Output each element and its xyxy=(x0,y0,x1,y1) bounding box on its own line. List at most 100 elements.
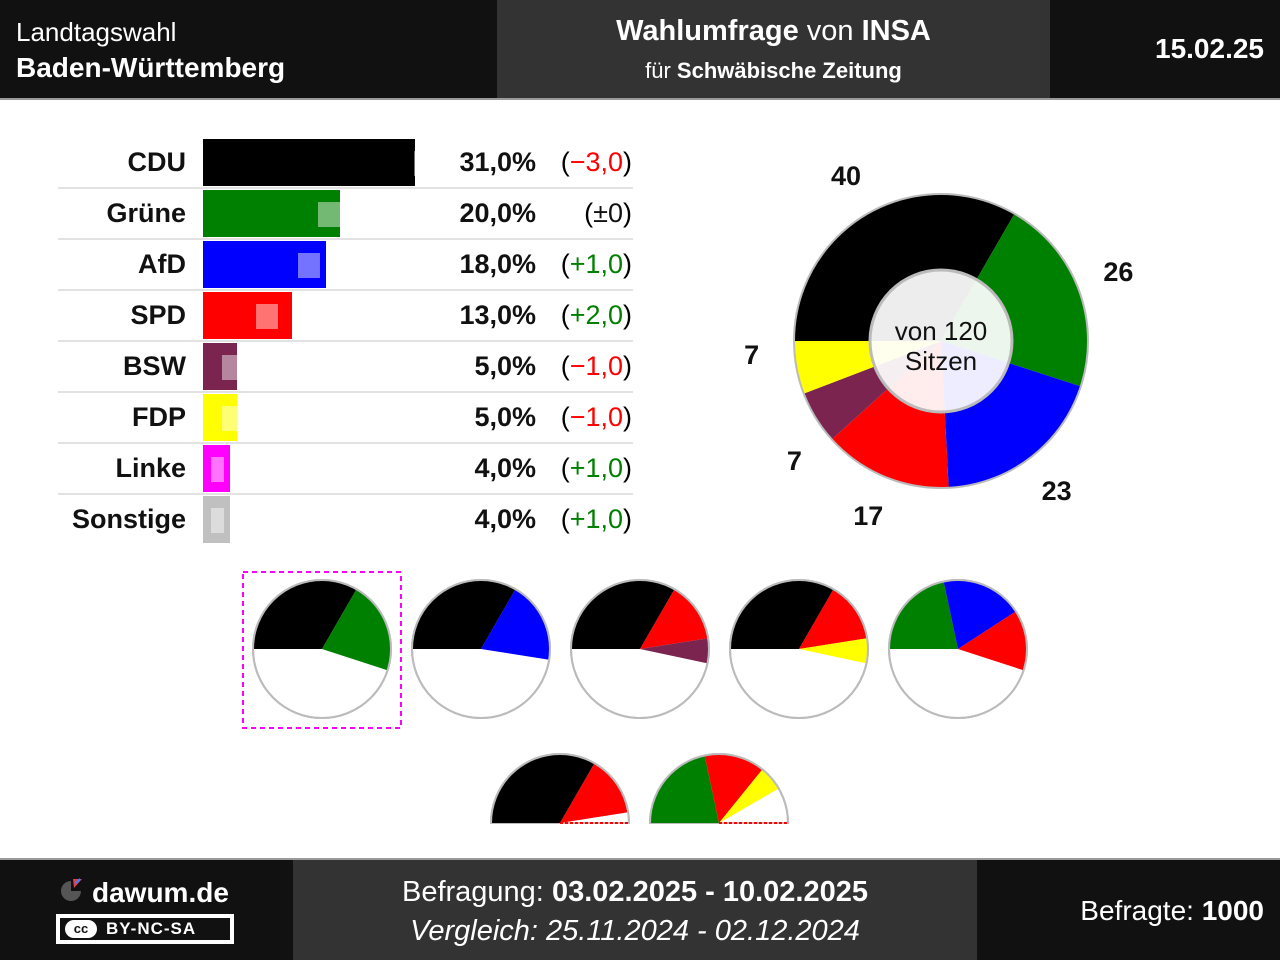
coalition-outline xyxy=(252,579,393,719)
poll-title-label: Wahlumfrage xyxy=(616,15,799,47)
change-paren-close: ) xyxy=(623,402,632,432)
poll-institute: INSA xyxy=(861,15,931,47)
coalition-background xyxy=(251,579,393,719)
bar-linke xyxy=(203,445,231,492)
previous-value-marker-bsw xyxy=(222,355,245,380)
party-label-sonstige: Sonstige xyxy=(71,504,186,534)
party-label-fdp: FDP xyxy=(132,402,186,432)
poll-title-connector: von xyxy=(798,15,862,47)
change-value: +1,0 xyxy=(569,453,623,483)
seat-total-line1: von 120 xyxy=(894,316,988,346)
seat-total-label: von 120 Sitzen xyxy=(869,316,1013,376)
row-separator xyxy=(58,187,633,189)
change-label-afd: (+1,0) xyxy=(0,249,632,280)
header-divider xyxy=(0,98,1280,100)
bar-cdu xyxy=(203,139,416,186)
value-label-cdu: 31,0% xyxy=(459,147,536,177)
row-separator xyxy=(58,238,633,240)
party-label-spd: SPD xyxy=(130,300,186,330)
survey-label: Befragung: xyxy=(401,876,552,908)
seat-count-grne: 26 xyxy=(1103,257,1134,288)
header-title-box: Wahlumfrage von INSA für Schwäbische Zei… xyxy=(497,0,1050,98)
change-value: −1,0 xyxy=(569,402,623,432)
change-paren-open: ( xyxy=(560,453,570,483)
cc-logo-icon: cc xyxy=(65,920,97,938)
change-paren-close: ) xyxy=(623,504,632,534)
value-label-sonstige: 4,0% xyxy=(474,504,536,534)
license-badge[interactable]: cc BY-NC-SA xyxy=(56,914,234,944)
publication-date: 15.02.25 xyxy=(1155,33,1264,64)
seat-total-line2: Sitzen xyxy=(904,346,978,376)
coalition-slice-spd xyxy=(560,763,629,823)
change-label-spd: (+2,0) xyxy=(0,300,632,331)
party-label-cdu: CDU xyxy=(127,147,187,177)
poll-client: für Schwäbische Zeitung xyxy=(497,58,1050,84)
brand-name[interactable]: dawum.de xyxy=(92,877,229,908)
coalition-slice-afd xyxy=(481,589,550,660)
poll-client-name: Schwäbische Zeitung xyxy=(676,58,902,83)
previous-value-marker-sonstige xyxy=(211,508,224,533)
bar-fdp xyxy=(203,394,238,441)
coalition-grne-spd-fdp xyxy=(648,753,790,824)
survey-dates: 03.02.2025 - 10.02.2025 xyxy=(551,876,868,908)
value-label-grne: 20,0% xyxy=(459,198,536,228)
coalition-cdu-afd xyxy=(410,579,552,719)
license-badge-body: cc BY-NC-SA xyxy=(60,918,230,940)
footer-divider xyxy=(0,858,1280,860)
coalition-slice-fdp xyxy=(719,769,779,823)
change-value: +1,0 xyxy=(569,504,623,534)
previous-value-marker-spd xyxy=(256,304,279,329)
previous-value-marker-grne xyxy=(318,202,341,227)
change-paren-open: ( xyxy=(560,300,570,330)
coalition-outline xyxy=(649,753,789,824)
change-value: −3,0 xyxy=(569,147,623,177)
seat-count-afd: 23 xyxy=(1041,476,1072,507)
coalition-slice-grne xyxy=(889,581,958,649)
poll-title: Wahlumfrage von INSA xyxy=(497,15,1050,48)
change-value: ±0 xyxy=(593,198,623,228)
seat-count-fdp: 7 xyxy=(744,340,760,371)
coalition-slice-cdu xyxy=(730,579,834,649)
coalition-slice-cdu xyxy=(412,579,516,649)
party-label-bsw: BSW xyxy=(123,351,186,381)
previous-value-marker-cdu xyxy=(414,151,436,176)
coalition-slice-cdu xyxy=(253,579,357,649)
coalition-outline xyxy=(888,579,1029,719)
coalition-slice-bsw xyxy=(640,638,709,664)
compare-label: Vergleich: xyxy=(410,915,547,947)
change-paren-close: ) xyxy=(623,351,632,381)
coalition-cdu-spd-bsw xyxy=(569,579,711,719)
bar-sonstige xyxy=(203,496,231,543)
value-label-afd: 18,0% xyxy=(459,249,536,279)
poll-client-prefix: für xyxy=(645,58,677,83)
coalition-background xyxy=(569,579,711,719)
previous-value-marker-linke xyxy=(211,457,224,482)
coalition-slice-grne xyxy=(322,589,391,671)
survey-period: Befragung: 03.02.2025 - 10.02.2025 xyxy=(293,876,977,909)
row-separator xyxy=(58,442,633,444)
change-paren-open: ( xyxy=(584,198,594,228)
coalition-cdu-grne xyxy=(242,571,402,729)
compare-dates: 25.11.2024 - 02.12.2024 xyxy=(546,915,860,947)
coalition-outline xyxy=(411,579,552,719)
footer: dawum.de cc BY-NC-SA Befragung: 03.02.20… xyxy=(0,860,1280,960)
row-separator xyxy=(58,493,633,495)
change-paren-open: ( xyxy=(560,402,570,432)
coalition-outline xyxy=(490,753,630,824)
election-type: Landtagswahl xyxy=(16,17,177,47)
coalition-grne-afd-spd xyxy=(887,579,1029,719)
seat-count-spd: 17 xyxy=(853,501,884,532)
coalition-slice-spd xyxy=(704,754,763,823)
coalition-background xyxy=(728,579,870,719)
coalition-slice-spd xyxy=(640,589,709,649)
coalition-cdu-spd xyxy=(489,753,631,824)
coalition-slice-fdp xyxy=(799,638,868,664)
value-label-linke: 4,0% xyxy=(474,453,536,483)
change-paren-close: ) xyxy=(623,300,632,330)
change-paren-open: ( xyxy=(560,147,570,177)
respondents: Befragte: 1000 xyxy=(1080,895,1264,927)
row-separator xyxy=(58,340,633,342)
coalition-slice-cdu xyxy=(491,753,595,823)
coalition-background xyxy=(648,753,790,824)
bar-bsw xyxy=(203,343,238,390)
